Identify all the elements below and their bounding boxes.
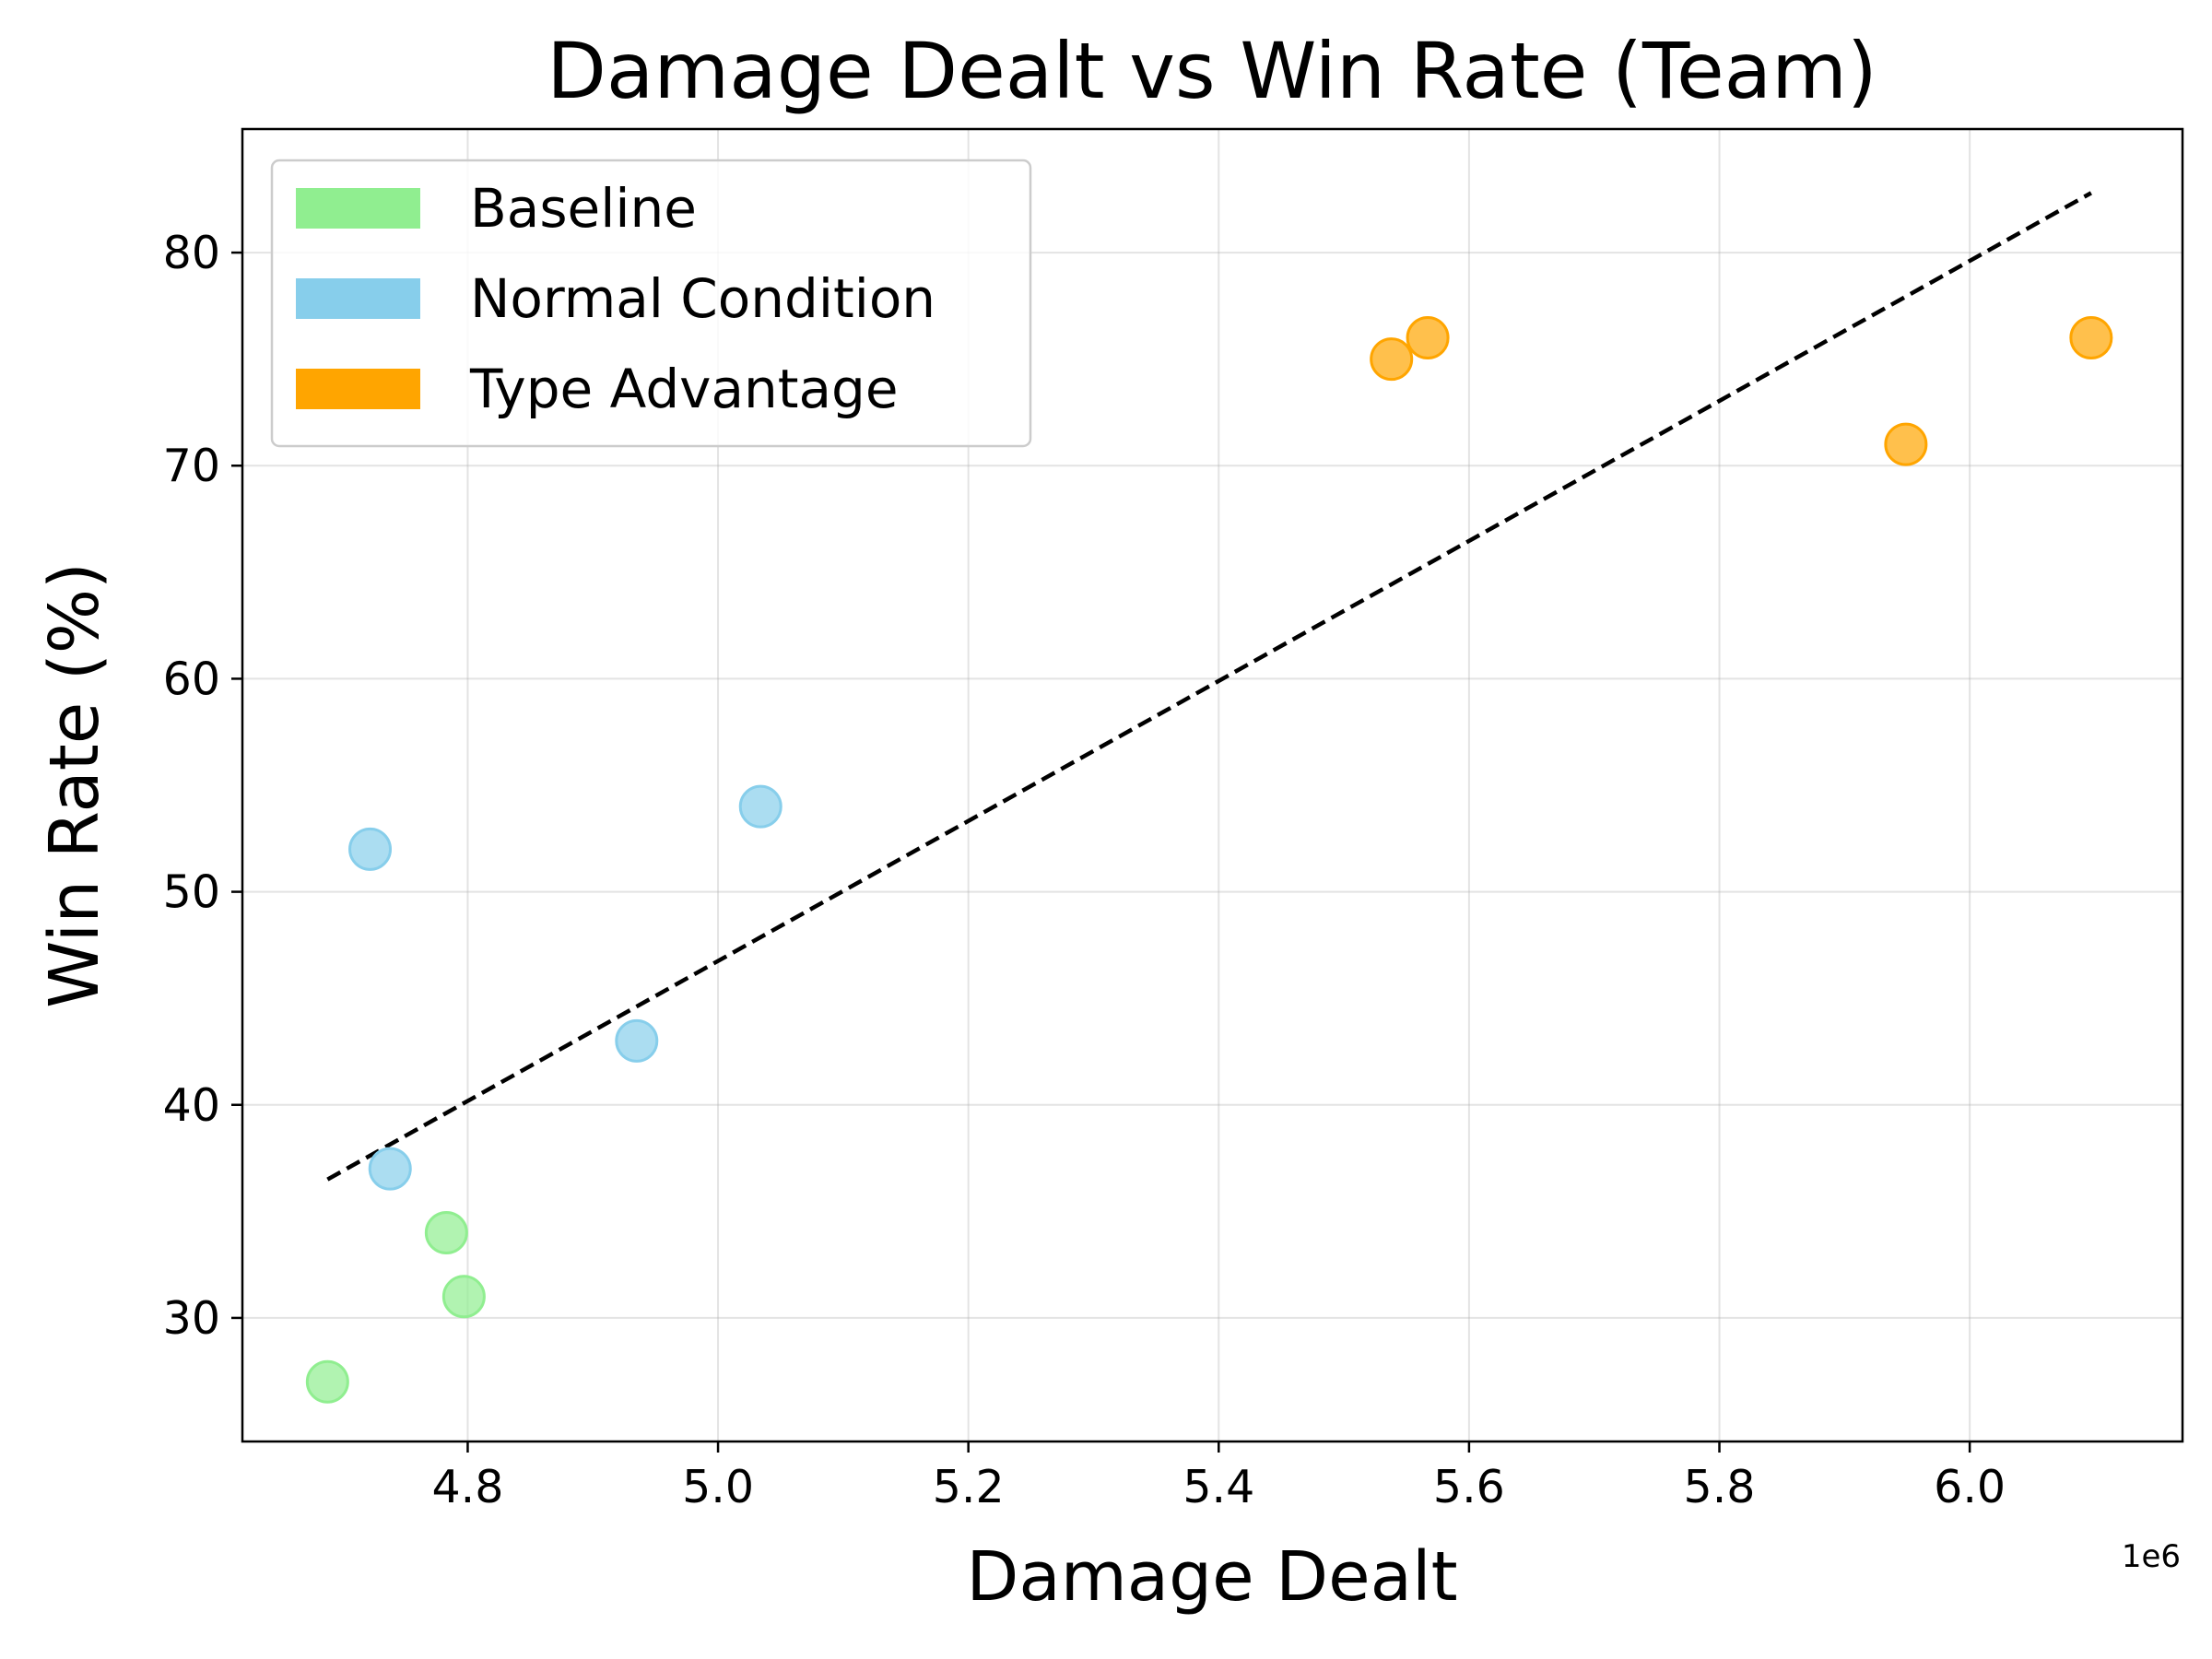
- x-tick-label: 5.8: [1684, 1461, 1756, 1513]
- y-tick-label: 80: [163, 227, 220, 279]
- data-point: [2069, 316, 2113, 360]
- x-axis-offset: 1e6: [2122, 1538, 2181, 1575]
- y-tick-label: 60: [163, 653, 220, 705]
- x-tick-label: 4.8: [431, 1461, 503, 1513]
- data-point: [305, 1359, 349, 1404]
- x-tick-label: 5.6: [1433, 1461, 1505, 1513]
- y-tick-label: 50: [163, 866, 220, 919]
- legend-label: Baseline: [470, 177, 697, 240]
- x-axis-label: Damage Dealt: [966, 1537, 1457, 1617]
- data-points: [305, 316, 2113, 1404]
- data-point: [424, 1210, 468, 1254]
- x-tick-label: 5.0: [682, 1461, 754, 1513]
- x-axis-ticks: 4.8 5.0 5.2 5.4 5.6 5.8 6.0: [431, 1441, 2006, 1513]
- x-tick-label: 5.4: [1182, 1461, 1254, 1513]
- y-tick-label: 30: [163, 1292, 220, 1345]
- plot-frame: [241, 127, 2184, 1443]
- trendline: [326, 191, 2092, 1182]
- legend-swatch: [296, 188, 420, 229]
- y-axis-label: Win Rate (%): [35, 562, 114, 1008]
- data-point: [738, 784, 782, 829]
- legend-swatch: [296, 278, 420, 319]
- y-axis-ticks: 30 40 50 60 70 80: [163, 227, 242, 1345]
- y-tick-label: 40: [163, 1079, 220, 1132]
- x-tick-label: 6.0: [1934, 1461, 2006, 1513]
- data-point: [368, 1147, 412, 1191]
- legend-box: [270, 159, 1032, 448]
- trendline-layer: [326, 191, 2092, 1182]
- chart-title: Damage Dealt vs Win Rate (Team): [547, 26, 1877, 116]
- legend-label: Type Advantage: [469, 358, 899, 420]
- data-point: [348, 827, 393, 871]
- legend-swatch: [296, 369, 420, 409]
- data-point: [441, 1275, 486, 1319]
- legend: Baseline Normal Condition Type Advantage: [270, 159, 1032, 448]
- data-point: [1370, 337, 1414, 382]
- y-tick-label: 70: [163, 440, 220, 492]
- data-point: [615, 1018, 659, 1063]
- legend-label: Normal Condition: [470, 267, 935, 330]
- data-point: [1406, 316, 1450, 360]
- x-tick-label: 5.2: [933, 1461, 1005, 1513]
- data-point: [1884, 422, 1928, 466]
